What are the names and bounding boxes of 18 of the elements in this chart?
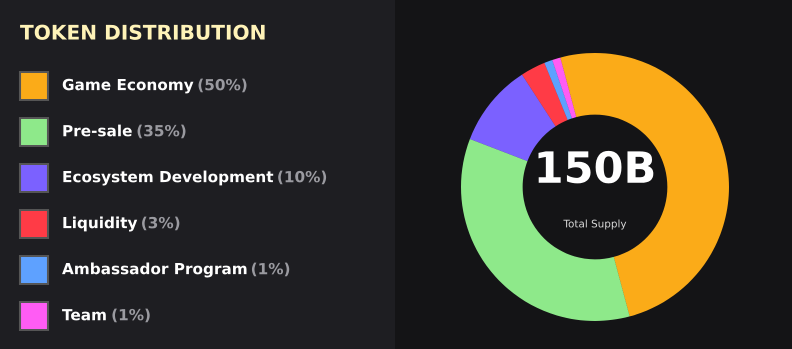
donut-slice [522,62,568,126]
data-label: (10%) [278,170,326,184]
chart-title: TOKEN DISTRIBUTION [20,24,265,40]
donut-slice [552,58,576,118]
legend-label: Ambassador Program [62,262,246,278]
donut-slice [544,60,572,120]
text: 150B [538,150,654,184]
legend-label: Game Economy [62,78,194,94]
legend-label: Pre-sale [63,124,132,136]
data-label: (50%) [198,78,246,92]
data-label: (1%) [112,308,150,322]
legend-label: Team [62,309,106,320]
text: Total Supply [563,219,626,230]
data-label: (3%) [142,216,180,230]
data-label: (35%) [138,124,186,138]
data-label: (1%) [252,262,290,276]
legend-label: Liquidity [63,216,138,232]
legend-label: Ecosystem Development [63,170,274,186]
